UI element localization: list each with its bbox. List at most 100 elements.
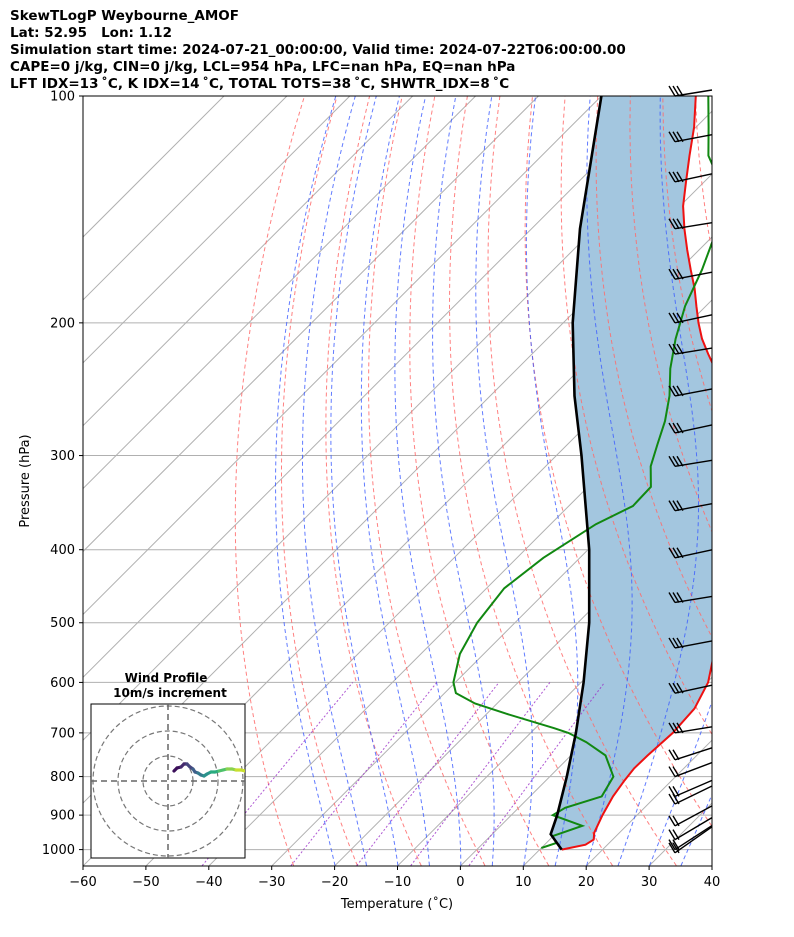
wind-barb-shaft [674,347,713,355]
wind-barb-flag [668,218,676,230]
wind-barb [668,455,713,467]
wind-barb [668,817,713,841]
isotherm--120 [83,96,476,490]
moist-adiabat [649,700,712,866]
isotherm--10 [397,550,712,866]
dry-adiabat [524,96,712,828]
wind-barb-shaft [674,640,713,649]
wind-barb-flag [668,312,676,324]
x-tick-label: 30 [641,875,658,890]
wind-barb-flag [668,592,676,603]
wind-barb-flag [668,422,676,434]
wind-barb-flag [672,815,680,827]
wind-barb [668,761,713,778]
moist-adiabat [432,96,495,866]
isotherm--150 [83,96,288,301]
profile-lines [452,96,712,851]
dry-adiabat [728,96,794,866]
wind-barb-flag [672,722,680,734]
wind-barb-flag [672,637,680,649]
wind-barb [668,85,713,97]
wind-barb-shaft [674,89,713,97]
wind-barb-flag [672,385,680,397]
wind-barb-flag [668,343,676,355]
y-tick-label: 800 [50,770,75,785]
wind-barbs [668,85,713,854]
reference-lines [201,96,794,866]
wind-barb [668,500,713,512]
wind-barb [668,785,713,805]
isotherm--160 [83,96,225,238]
wind-barb-shaft [674,785,713,805]
moist-adiabat [525,96,579,866]
y-tick-label: 700 [50,726,75,741]
wind-barb [668,343,713,355]
wind-barb [668,825,713,851]
wind-barb-flag [672,547,680,559]
wind-barb-flag [676,131,684,143]
hodograph-trace [239,768,245,773]
wind-barb-flag [668,722,676,734]
wind-barb-flag [672,842,680,854]
wind-barb-flag [668,815,676,827]
wind-barb-flag [672,268,680,280]
wind-barb-shaft [674,222,713,230]
x-tick-label: 10 [515,875,532,890]
x-tick-label: 40 [704,875,721,890]
dry-adiabat [560,96,712,736]
wind-barb [668,218,713,230]
cape-cin-fill [550,96,712,850]
wind-barb-flag [668,793,676,805]
dry-adiabat [448,96,613,866]
wind-barb-flag [672,218,680,230]
x-tick-label: −60 [69,875,96,890]
indices-line-2: LFT IDX=13 ˚C, K IDX=14 ˚C, TOTAL TOTS=3… [10,76,510,92]
wind-barb-flag [668,171,676,183]
wind-barb [668,268,713,280]
moist-adiabat [617,96,699,866]
wind-barb-flag [668,829,676,840]
wind-barb-flag [668,131,676,143]
cape-fill-layer [550,96,712,850]
wind-barb-flag [676,455,684,467]
wind-barb-flag [676,422,684,434]
wind-barb [668,422,713,434]
isotherm--90 [83,96,665,679]
wind-barb-flag [672,455,680,467]
dewpoint-line [452,96,712,849]
wind-barb-flag [672,312,680,324]
moist-adiabat [302,96,367,866]
wind-barb-flag [668,268,676,280]
isotherm--140 [83,96,351,364]
y-tick-label: 300 [50,449,75,464]
moist-adiabat [394,96,462,866]
wind-barb-flag [668,547,676,559]
wind-barb-flag [676,722,684,734]
x-tick-label: 20 [578,875,595,890]
wind-barb-flag [672,131,680,143]
isotherm-40 [712,96,794,866]
dry-adiabat [761,96,794,866]
wind-barb-flag [668,842,676,854]
wind-barb-flag [672,839,680,850]
y-tick-label: 100 [50,90,75,105]
wind-barb-flag [676,312,684,324]
y-tick-label: 900 [50,809,75,824]
wind-barb-shaft [674,825,713,851]
wind-barb-shaft [674,826,713,854]
wind-barb-flag [672,786,680,797]
hodograph-title: Wind Profile [125,671,208,685]
isotherm--130 [83,96,414,427]
wind-barb-flag [672,592,680,603]
moist-adiabat [330,96,399,866]
x-tick-label: −50 [132,875,159,890]
wind-barb-flag [668,500,676,512]
wind-barb [668,747,713,761]
location-line: Lat: 52.95 Lon: 1.12 [10,25,172,41]
wind-barb-flag [672,766,680,777]
wind-barb-shaft [674,173,713,183]
wind-barb [668,805,713,827]
y-tick-label: 200 [50,316,75,331]
chart-title: SkewTLogP Weybourne_AMOF [10,8,239,24]
